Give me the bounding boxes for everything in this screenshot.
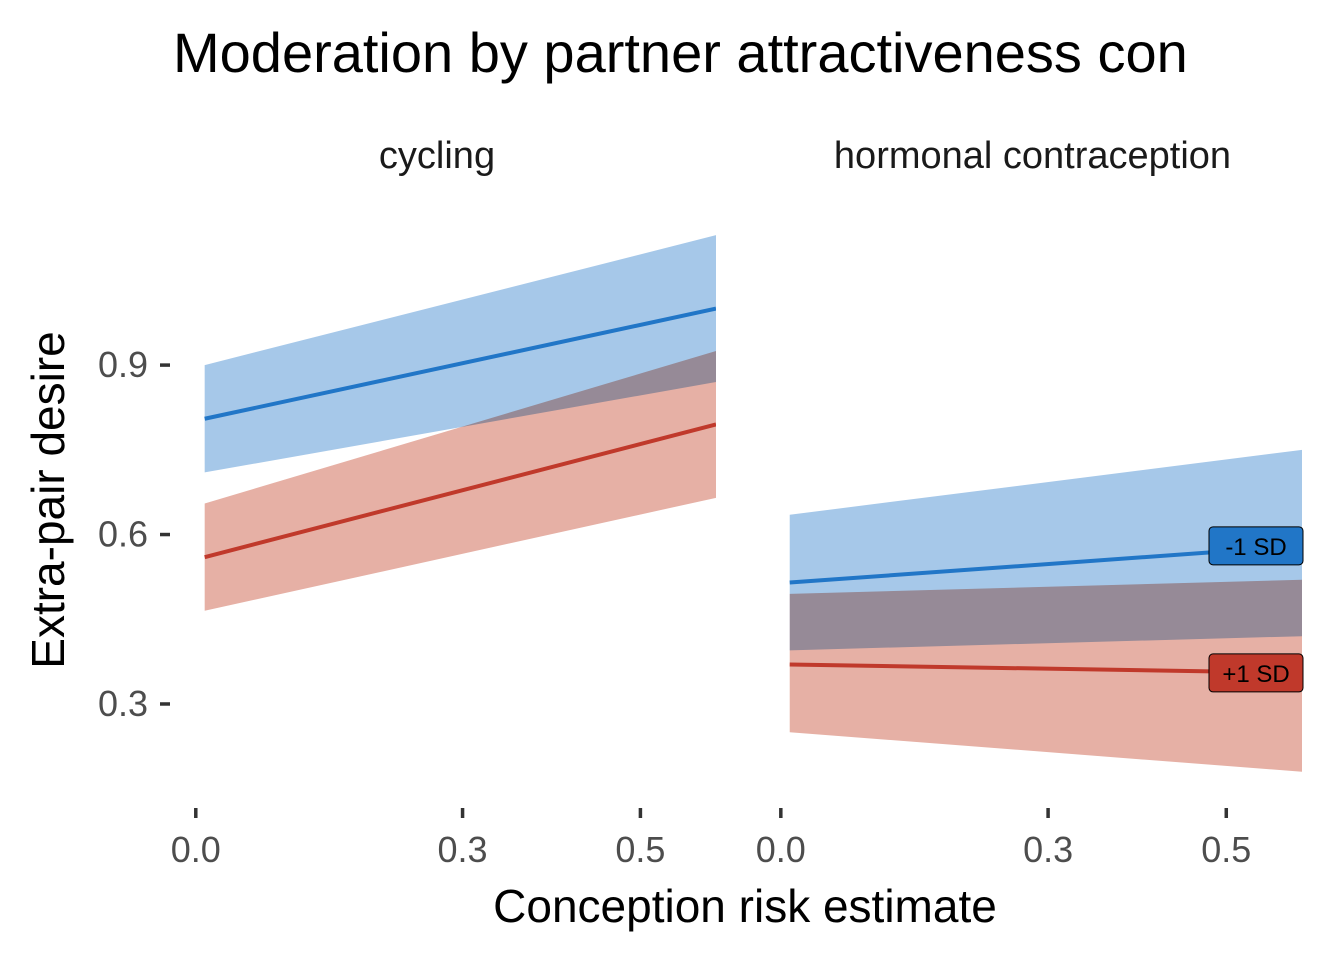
chart-title: Moderation by partner attractiveness con — [173, 21, 1188, 84]
x-tick-label: 0.5 — [1201, 829, 1251, 870]
x-tick-label: 0.3 — [1023, 829, 1073, 870]
series-end-label-text: +1 SD — [1222, 661, 1289, 688]
panel-line-group — [204, 306, 716, 560]
series-line — [204, 422, 716, 560]
y-tick-label: 0.9 — [98, 344, 148, 385]
x-tick-label: 0.3 — [438, 829, 488, 870]
y-tick-label: 0.3 — [98, 683, 148, 724]
x-tick-label: 0.0 — [756, 829, 806, 870]
series-end-label-box — [1208, 526, 1304, 566]
end-labels: -1 SD +1 SD — [1208, 526, 1304, 693]
panel-band-group — [789, 449, 1302, 772]
confidence-band — [204, 350, 716, 611]
confidence-band — [789, 579, 1302, 772]
series-end-label-box — [1208, 653, 1304, 693]
series-end-label: -1 SD — [1208, 526, 1304, 566]
series-end-label-text: -1 SD — [1225, 534, 1286, 561]
x-tick-label: 0.0 — [171, 829, 221, 870]
confidence-bands — [204, 235, 1302, 772]
series-line — [204, 306, 716, 421]
panel-strip-label: cycling — [379, 135, 495, 177]
axes: 0.3 0.6 0.9 cycling 0.0 0.3 0.5 hormonal contra… — [98, 135, 1251, 870]
panel-band-group — [204, 235, 716, 611]
series-end-label: +1 SD — [1208, 653, 1304, 693]
x-axis-title: Conception risk estimate — [493, 880, 997, 932]
confidence-band — [204, 235, 716, 473]
panel-strip-label: hormonal contraception — [834, 135, 1231, 177]
y-tick-label: 0.6 — [98, 514, 148, 555]
y-axis-title: Extra-pair desire — [22, 331, 74, 668]
x-tick-label: 0.5 — [615, 829, 665, 870]
